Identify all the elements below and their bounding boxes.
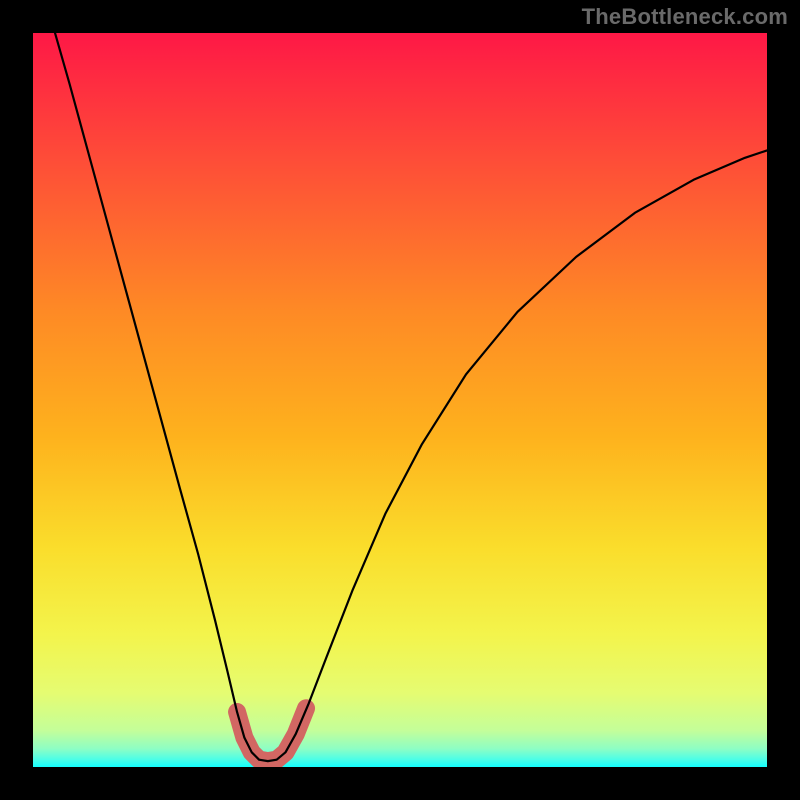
- outer-frame: TheBottleneck.com: [0, 0, 800, 800]
- watermark-text: TheBottleneck.com: [582, 4, 788, 30]
- gradient-background: [33, 33, 767, 767]
- plot-area: [33, 33, 767, 767]
